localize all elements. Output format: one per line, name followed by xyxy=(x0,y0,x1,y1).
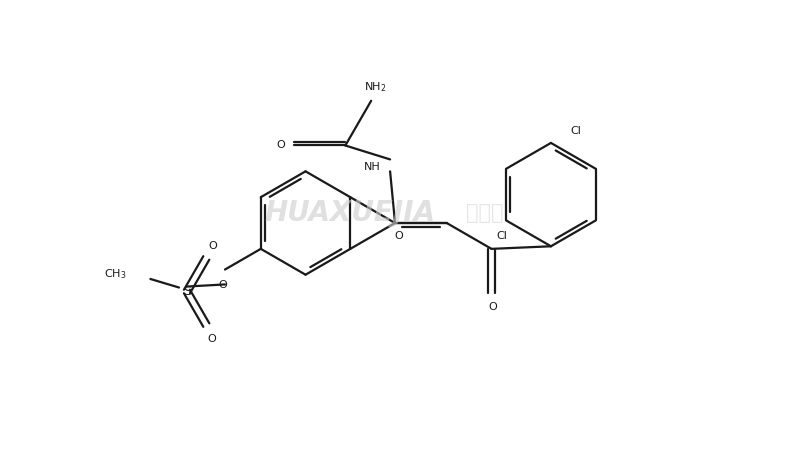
Text: 化学家: 化学家 xyxy=(466,203,503,223)
Text: NH$_2$: NH$_2$ xyxy=(364,80,387,94)
Text: Cl: Cl xyxy=(497,231,507,241)
Text: S: S xyxy=(183,285,191,298)
Text: O: O xyxy=(207,334,215,344)
Text: O: O xyxy=(488,302,497,312)
Text: O: O xyxy=(208,241,217,251)
Text: HUAXUEJIA: HUAXUEJIA xyxy=(265,199,436,227)
Text: NH: NH xyxy=(364,162,380,172)
Text: O: O xyxy=(394,231,403,241)
Text: Cl: Cl xyxy=(570,126,581,136)
Text: O: O xyxy=(276,140,285,150)
Text: CH$_3$: CH$_3$ xyxy=(104,267,126,281)
Text: O: O xyxy=(219,280,227,290)
